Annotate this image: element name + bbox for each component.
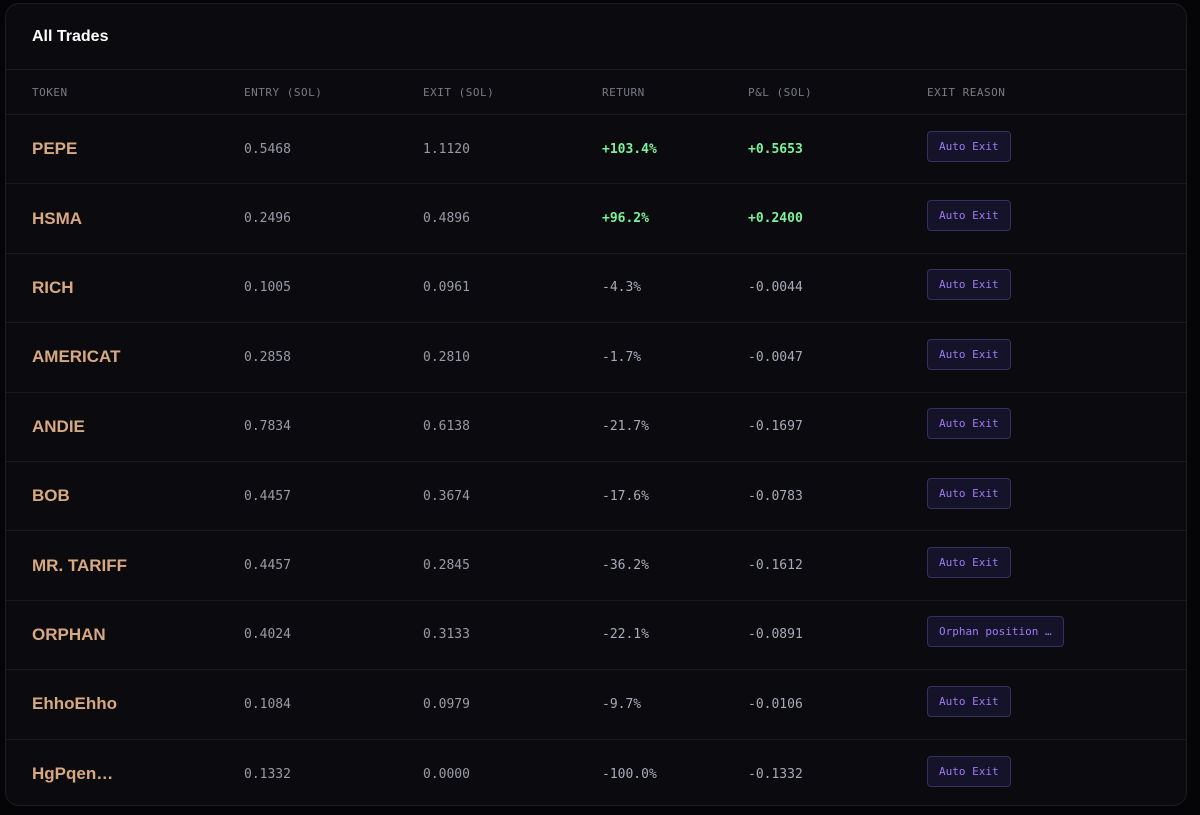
return-value: -22.1% bbox=[602, 627, 649, 643]
token-name[interactable]: PEPE bbox=[32, 139, 78, 159]
entry-price: 0.1332 bbox=[244, 766, 291, 782]
token-name[interactable]: AMERICAT bbox=[32, 347, 121, 367]
pnl-value: -0.0047 bbox=[748, 349, 803, 365]
exit-price: 0.0979 bbox=[423, 696, 470, 712]
entry-price: 0.1084 bbox=[244, 696, 291, 712]
token-name[interactable]: BOB bbox=[32, 486, 70, 506]
pnl-value: -0.1612 bbox=[748, 558, 803, 574]
return-value: -17.6% bbox=[602, 488, 649, 504]
table-body: PEPE 0.5468 1.1120 +103.4% +0.5653 Auto … bbox=[6, 115, 1186, 805]
exit-price: 0.0961 bbox=[423, 280, 470, 296]
column-header-return[interactable]: RETURN bbox=[602, 85, 645, 99]
return-value: -36.2% bbox=[602, 558, 649, 574]
exit-reason-badge: Auto Exit bbox=[927, 408, 1011, 440]
table-header: TOKEN ENTRY (SOL) EXIT (SOL) RETURN P&L … bbox=[6, 70, 1186, 115]
column-header-exit[interactable]: EXIT (SOL) bbox=[423, 85, 495, 99]
pnl-value: -0.1332 bbox=[748, 766, 803, 782]
exit-price: 1.1120 bbox=[423, 141, 470, 157]
return-value: -100.0% bbox=[602, 766, 657, 782]
token-name[interactable]: ORPHAN bbox=[32, 624, 106, 644]
table-row[interactable]: PEPE 0.5468 1.1120 +103.4% +0.5653 Auto … bbox=[6, 115, 1186, 185]
trades-panel: All Trades TOKEN ENTRY (SOL) EXIT (SOL) … bbox=[5, 3, 1187, 806]
panel-title: All Trades bbox=[6, 4, 1186, 70]
entry-price: 0.1005 bbox=[244, 280, 291, 296]
pnl-value: +0.2400 bbox=[748, 211, 803, 227]
return-value: -4.3% bbox=[602, 280, 642, 296]
return-value: -9.7% bbox=[602, 696, 642, 712]
exit-price: 0.0000 bbox=[423, 766, 470, 782]
token-name[interactable]: MR. TARIFF bbox=[32, 555, 128, 575]
exit-reason-badge: Orphan position … bbox=[927, 616, 1064, 648]
exit-reason-badge: Auto Exit bbox=[927, 685, 1011, 717]
column-header-entry[interactable]: ENTRY (SOL) bbox=[244, 85, 323, 99]
table-row[interactable]: RICH 0.1005 0.0961 -4.3% -0.0044 Auto Ex… bbox=[6, 254, 1186, 324]
pnl-value: -0.0106 bbox=[748, 696, 803, 712]
column-header-pnl[interactable]: P&L (SOL) bbox=[748, 85, 813, 99]
exit-reason-badge: Auto Exit bbox=[927, 338, 1011, 370]
entry-price: 0.2858 bbox=[244, 349, 291, 365]
return-value: -21.7% bbox=[602, 419, 649, 435]
table-row[interactable]: ORPHAN 0.4024 0.3133 -22.1% -0.0891 Orph… bbox=[6, 601, 1186, 671]
exit-price: 0.2810 bbox=[423, 349, 470, 365]
token-name[interactable]: HSMA bbox=[32, 208, 83, 228]
exit-reason-badge: Auto Exit bbox=[927, 755, 1011, 787]
exit-price: 0.4896 bbox=[423, 211, 470, 227]
exit-price: 0.3133 bbox=[423, 627, 470, 643]
exit-reason-badge: Auto Exit bbox=[927, 269, 1011, 301]
entry-price: 0.5468 bbox=[244, 141, 291, 157]
table-row[interactable]: MR. TARIFF 0.4457 0.2845 -36.2% -0.1612 … bbox=[6, 531, 1186, 601]
column-header-exit-reason[interactable]: EXIT REASON bbox=[927, 85, 1006, 99]
pnl-value: -0.1697 bbox=[748, 419, 803, 435]
pnl-value: -0.0891 bbox=[748, 627, 803, 643]
entry-price: 0.4457 bbox=[244, 488, 291, 504]
token-name[interactable]: RICH bbox=[32, 277, 74, 297]
table-row[interactable]: BOB 0.4457 0.3674 -17.6% -0.0783 Auto Ex… bbox=[6, 462, 1186, 532]
exit-reason-badge: Auto Exit bbox=[927, 130, 1011, 162]
return-value: +96.2% bbox=[602, 211, 649, 227]
exit-reason-badge: Auto Exit bbox=[927, 200, 1011, 232]
table-row[interactable]: EhhoEhho 0.1084 0.0979 -9.7% -0.0106 Aut… bbox=[6, 670, 1186, 740]
token-name[interactable]: ANDIE bbox=[32, 416, 85, 436]
exit-price: 0.6138 bbox=[423, 419, 470, 435]
entry-price: 0.2496 bbox=[244, 211, 291, 227]
table-row[interactable]: HgPqen… 0.1332 0.0000 -100.0% -0.1332 Au… bbox=[6, 740, 1186, 805]
entry-price: 0.4457 bbox=[244, 558, 291, 574]
return-value: +103.4% bbox=[602, 141, 657, 157]
exit-reason-badge: Auto Exit bbox=[927, 547, 1011, 579]
return-value: -1.7% bbox=[602, 349, 642, 365]
exit-reason-badge: Auto Exit bbox=[927, 477, 1011, 509]
exit-price: 0.2845 bbox=[423, 558, 470, 574]
token-name[interactable]: HgPqen… bbox=[32, 764, 114, 784]
entry-price: 0.7834 bbox=[244, 419, 291, 435]
table-row[interactable]: HSMA 0.2496 0.4896 +96.2% +0.2400 Auto E… bbox=[6, 184, 1186, 254]
table-row[interactable]: AMERICAT 0.2858 0.2810 -1.7% -0.0047 Aut… bbox=[6, 323, 1186, 393]
pnl-value: -0.0783 bbox=[748, 488, 803, 504]
table-row[interactable]: ANDIE 0.7834 0.6138 -21.7% -0.1697 Auto … bbox=[6, 393, 1186, 462]
pnl-value: +0.5653 bbox=[748, 141, 803, 157]
pnl-value: -0.0044 bbox=[748, 280, 803, 296]
token-name[interactable]: EhhoEhho bbox=[32, 694, 117, 714]
entry-price: 0.4024 bbox=[244, 627, 291, 643]
exit-price: 0.3674 bbox=[423, 488, 470, 504]
column-header-token[interactable]: TOKEN bbox=[32, 85, 68, 99]
